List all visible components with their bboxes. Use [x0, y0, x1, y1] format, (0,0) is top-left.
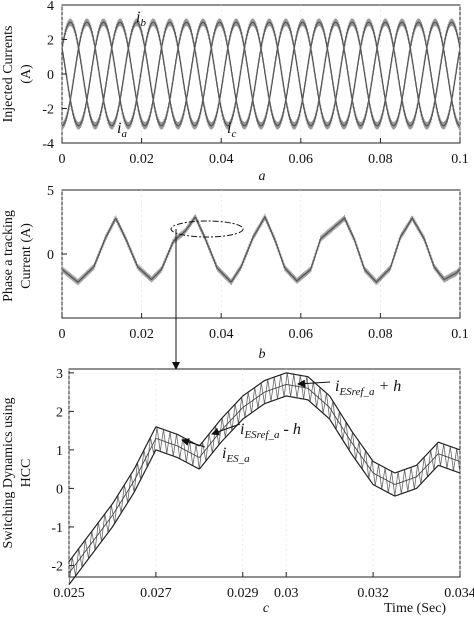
- grid-b: [61, 190, 461, 318]
- panel-b: 05 0 0.02 0.04 0.06 0.08 0.1 Phase a tracking…: [1, 184, 469, 370]
- panel-label-a: a: [259, 169, 266, 184]
- annotation-upper-band: iESref_a + h: [335, 378, 401, 398]
- grid-c: [68, 369, 461, 577]
- a-ytick-label-0: 4: [47, 0, 54, 14]
- c-xtick-label-5: 0.034: [444, 586, 474, 601]
- c-xtick-label-1: 0.027: [140, 586, 172, 601]
- annotation-lower-band: iESref_a - h: [240, 421, 301, 441]
- y-ticks-b: 05: [47, 184, 67, 263]
- panel-a: 4 2 0 -2 -4 0 0.02 0.04 0.06 0.08 0.1 Injected Cu…: [1, 0, 469, 184]
- annotation-arrow-lower: [211, 423, 241, 436]
- b-xtick-label-5: 0.1: [451, 327, 469, 342]
- a-xtick-label-4: 0.08: [368, 152, 393, 167]
- x-ticks-c: 0.025 0.027 0.029 0.03 0.032 0.034: [53, 572, 474, 601]
- panel-label-b: b: [259, 347, 266, 362]
- series-lines-b: [61, 213, 461, 286]
- b-xtick-label-2: 0.04: [209, 327, 234, 342]
- c-ytick-label-2: 1: [56, 444, 63, 459]
- panel-c: 3 2 1 0 -1 -2 0.025 0.027 0.029 0.03 0.032 0.034 S…: [1, 367, 474, 616]
- x-axis-label-c: Time (Sec): [384, 601, 446, 616]
- annotation-ib: ib: [136, 9, 146, 29]
- lower-band-line: [68, 395, 461, 586]
- a-xtick-label-5: 0.1: [451, 152, 469, 167]
- b-xtick-label-4: 0.08: [368, 327, 393, 342]
- series-line-i-es-a: [68, 383, 461, 574]
- c-ytick-label-1: 2: [56, 405, 63, 420]
- c-xtick-label-4: 0.032: [357, 586, 389, 601]
- plot-frame-b: [61, 189, 461, 319]
- x-ticks-a: 0 0.02 0.04 0.06 0.08 0.1: [59, 138, 469, 167]
- b-xtick-label-1: 0.02: [129, 327, 154, 342]
- a-ytick-label-1: 2: [47, 34, 54, 49]
- annotation-actual: iES_a: [222, 445, 250, 465]
- hysteresis-band-c: [68, 372, 461, 586]
- series-lines-a: [61, 18, 461, 130]
- a-xtick-label-2: 0.04: [209, 152, 234, 167]
- c-xtick-label-0: 0.025: [53, 586, 85, 601]
- a-xtick-label-3: 0.06: [289, 152, 314, 167]
- annotation-arrow-upper: [297, 379, 331, 388]
- a-ytick-label-3: -2: [42, 103, 54, 118]
- upper-band-line: [68, 372, 461, 562]
- c-xtick-label-2: 0.029: [227, 586, 259, 601]
- annotation-ia: ia: [117, 120, 127, 140]
- a-xtick-label-0: 0: [59, 152, 66, 167]
- series-line-i_c: [61, 21, 461, 127]
- c-ytick-label-4: -1: [51, 521, 63, 536]
- series-ripple-i_c: [61, 18, 461, 130]
- y-ticks-a: 4 2 0 -2 -4: [42, 0, 67, 152]
- c-ytick-label-3: 0: [56, 482, 63, 497]
- a-xtick-label-1: 0.02: [129, 152, 154, 167]
- c-xtick-label-3: 0.03: [274, 586, 299, 601]
- series-line-phase-a: [61, 215, 461, 284]
- a-ytick-label-2: 0: [47, 68, 54, 83]
- b-xtick-label-3: 0.06: [289, 327, 314, 342]
- b-ytick-label-0: 0: [47, 248, 54, 263]
- zoom-ellipse: [170, 220, 244, 238]
- c-ytick-label-0: 3: [56, 367, 63, 382]
- y-axis-label-b: Phase a tracking Current (A): [1, 210, 34, 302]
- y-ticks-c: 3 2 1 0 -1 -2: [51, 367, 74, 574]
- annotation-arrow-actual: [181, 438, 206, 448]
- b-xtick-label-0: 0: [59, 327, 66, 342]
- a-ytick-label-4: -4: [42, 137, 54, 152]
- annotation-ic: ic: [227, 120, 236, 140]
- c-ytick-label-5: -2: [51, 559, 63, 574]
- plot-frame-c: [68, 368, 461, 578]
- panel-label-c: c: [263, 601, 270, 616]
- y-axis-label-a: Injected Currents (A): [1, 26, 34, 123]
- x-ticks-b: 0 0.02 0.04 0.06 0.08 0.1: [59, 313, 469, 342]
- b-ytick-label-1: 5: [47, 184, 54, 199]
- y-axis-label-c: Switching Dynamics using HCC: [1, 398, 34, 549]
